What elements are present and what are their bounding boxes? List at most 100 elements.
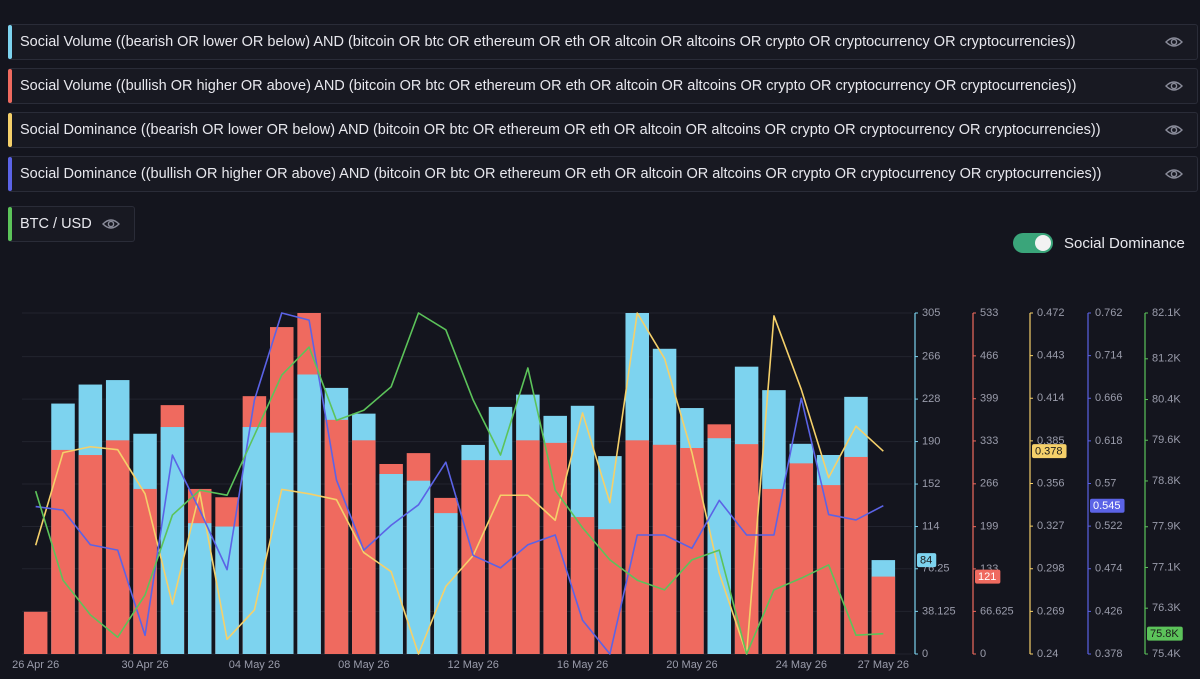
- eye-outline: [101, 219, 120, 229]
- legend-swatch: [8, 113, 12, 147]
- y-tick-label: 0.474: [1095, 563, 1123, 575]
- y-tick-label: 399: [980, 393, 998, 405]
- y-tick-label: 190: [922, 435, 940, 447]
- x-tick-label: 27 May 26: [858, 659, 909, 671]
- toggle-label: Social Dominance: [1064, 234, 1185, 252]
- eye-pupil: [1170, 126, 1178, 134]
- bar: [762, 488, 786, 654]
- y-tick-label: 76.3K: [1152, 602, 1181, 614]
- y-tick-label: 82.1K: [1152, 307, 1181, 319]
- x-tick-label: 24 May 26: [776, 659, 827, 671]
- toggle-knob: [1035, 235, 1051, 251]
- y-tick-label: 0.618: [1095, 435, 1123, 447]
- legend: Social Volume ((bearish OR lower OR belo…: [8, 24, 1198, 242]
- y-tick-label: 0: [980, 648, 986, 660]
- bar: [871, 576, 896, 654]
- bar: [324, 419, 349, 654]
- legend-entry[interactable]: Social Dominance ((bullish OR higher OR …: [8, 156, 1198, 192]
- toggle[interactable]: Social Dominance: [1013, 233, 1185, 253]
- y-tick-label: 266: [922, 351, 940, 363]
- badge-bg: [1032, 444, 1067, 459]
- line: [34, 312, 884, 655]
- last-value-badge: 0.378: [1032, 444, 1067, 459]
- badge-label: 84: [920, 554, 932, 566]
- last-value-badge: 75.8K: [1147, 626, 1183, 641]
- visibility-toggle[interactable]: [1165, 78, 1183, 94]
- badge-label: 121: [978, 571, 996, 583]
- visibility-toggle[interactable]: [1165, 122, 1183, 138]
- legend-swatch: [8, 157, 12, 191]
- y-tick-label: 228: [922, 393, 940, 405]
- y-tick-label: 0.426: [1095, 605, 1123, 617]
- bar: [105, 440, 130, 654]
- visibility-toggle[interactable]: [1165, 166, 1183, 182]
- y-tick-label: 81.2K: [1152, 353, 1181, 365]
- badge-label: 0.378: [1035, 446, 1063, 458]
- legend-entry[interactable]: Social Dominance ((bearish OR lower OR b…: [8, 112, 1198, 148]
- x-tick-label: 20 May 26: [666, 659, 717, 671]
- y-tick-label: 0.24: [1037, 648, 1058, 660]
- bar: [270, 432, 294, 654]
- visibility-toggle[interactable]: [101, 216, 120, 232]
- y-tick-label: 78.8K: [1152, 475, 1181, 487]
- y-tick-label: 0.327: [1037, 520, 1065, 532]
- eye-outline: [1165, 81, 1183, 91]
- bar: [51, 449, 75, 654]
- badge-bg: [1147, 626, 1183, 641]
- bar: [406, 480, 431, 654]
- y-tick-label: 66.625: [980, 605, 1014, 617]
- last-value-badge: 84: [917, 553, 937, 568]
- x-tick-label: 08 May 26: [338, 659, 389, 671]
- bar: [844, 456, 868, 654]
- y-tick-label: 79.6K: [1152, 434, 1181, 446]
- badge-bg: [975, 569, 1001, 584]
- bar: [707, 438, 732, 654]
- y-tick-label: 75.4K: [1152, 648, 1181, 660]
- legend-entry[interactable]: Social Volume ((bearish OR lower OR belo…: [8, 24, 1198, 60]
- bar: [242, 427, 267, 654]
- y-tick-label: 466: [980, 350, 998, 362]
- bar: [215, 526, 239, 654]
- toggle-switch[interactable]: [1013, 233, 1053, 253]
- badge-bg: [1090, 498, 1125, 513]
- legend-entry[interactable]: BTC / USD: [8, 206, 135, 242]
- legend-entry[interactable]: Social Volume ((bullish OR higher OR abo…: [8, 68, 1198, 104]
- legend-label: BTC / USD: [20, 216, 92, 232]
- badge-label: 75.8K: [1150, 628, 1179, 640]
- y-tick-label: 0: [922, 648, 928, 660]
- y-tick-label: 0.57: [1095, 477, 1116, 489]
- x-tick-label: 26 Apr 26: [12, 659, 59, 671]
- bar: [570, 517, 595, 654]
- bar: [625, 440, 649, 654]
- bar: [23, 611, 48, 654]
- y-tick-label: 0.356: [1037, 477, 1065, 489]
- badge-label: 0.545: [1093, 500, 1121, 512]
- bar: [133, 488, 157, 654]
- y-tick-label: 80.4K: [1152, 393, 1181, 405]
- y-tick-label: 0.762: [1095, 307, 1123, 319]
- y-tick-label: 0.714: [1095, 350, 1123, 362]
- eye-pupil: [1170, 82, 1178, 90]
- y-tick-label: 114: [922, 520, 940, 532]
- x-tick-label: 04 May 26: [229, 659, 280, 671]
- bar: [652, 444, 677, 654]
- y-tick-label: 0.298: [1037, 563, 1065, 575]
- bar: [789, 463, 814, 654]
- visibility-toggle[interactable]: [1165, 34, 1183, 50]
- bar: [680, 447, 704, 654]
- bar: [488, 460, 513, 654]
- y-tick-label: 0.385: [1037, 435, 1065, 447]
- y-tick-label: 152: [922, 478, 940, 490]
- eye-pupil: [107, 220, 115, 228]
- eye-outline: [1165, 125, 1183, 135]
- y-tick-label: 0.269: [1037, 605, 1065, 617]
- bar: [78, 455, 103, 654]
- line: [35, 312, 884, 655]
- y-tick-label: 77.1K: [1152, 561, 1181, 573]
- y-tick-label: 0.414: [1037, 392, 1065, 404]
- y-tick-label: 0.666: [1095, 392, 1123, 404]
- eye-pupil: [1170, 38, 1178, 46]
- last-value-badge: 121: [975, 569, 1001, 584]
- line: [34, 312, 884, 655]
